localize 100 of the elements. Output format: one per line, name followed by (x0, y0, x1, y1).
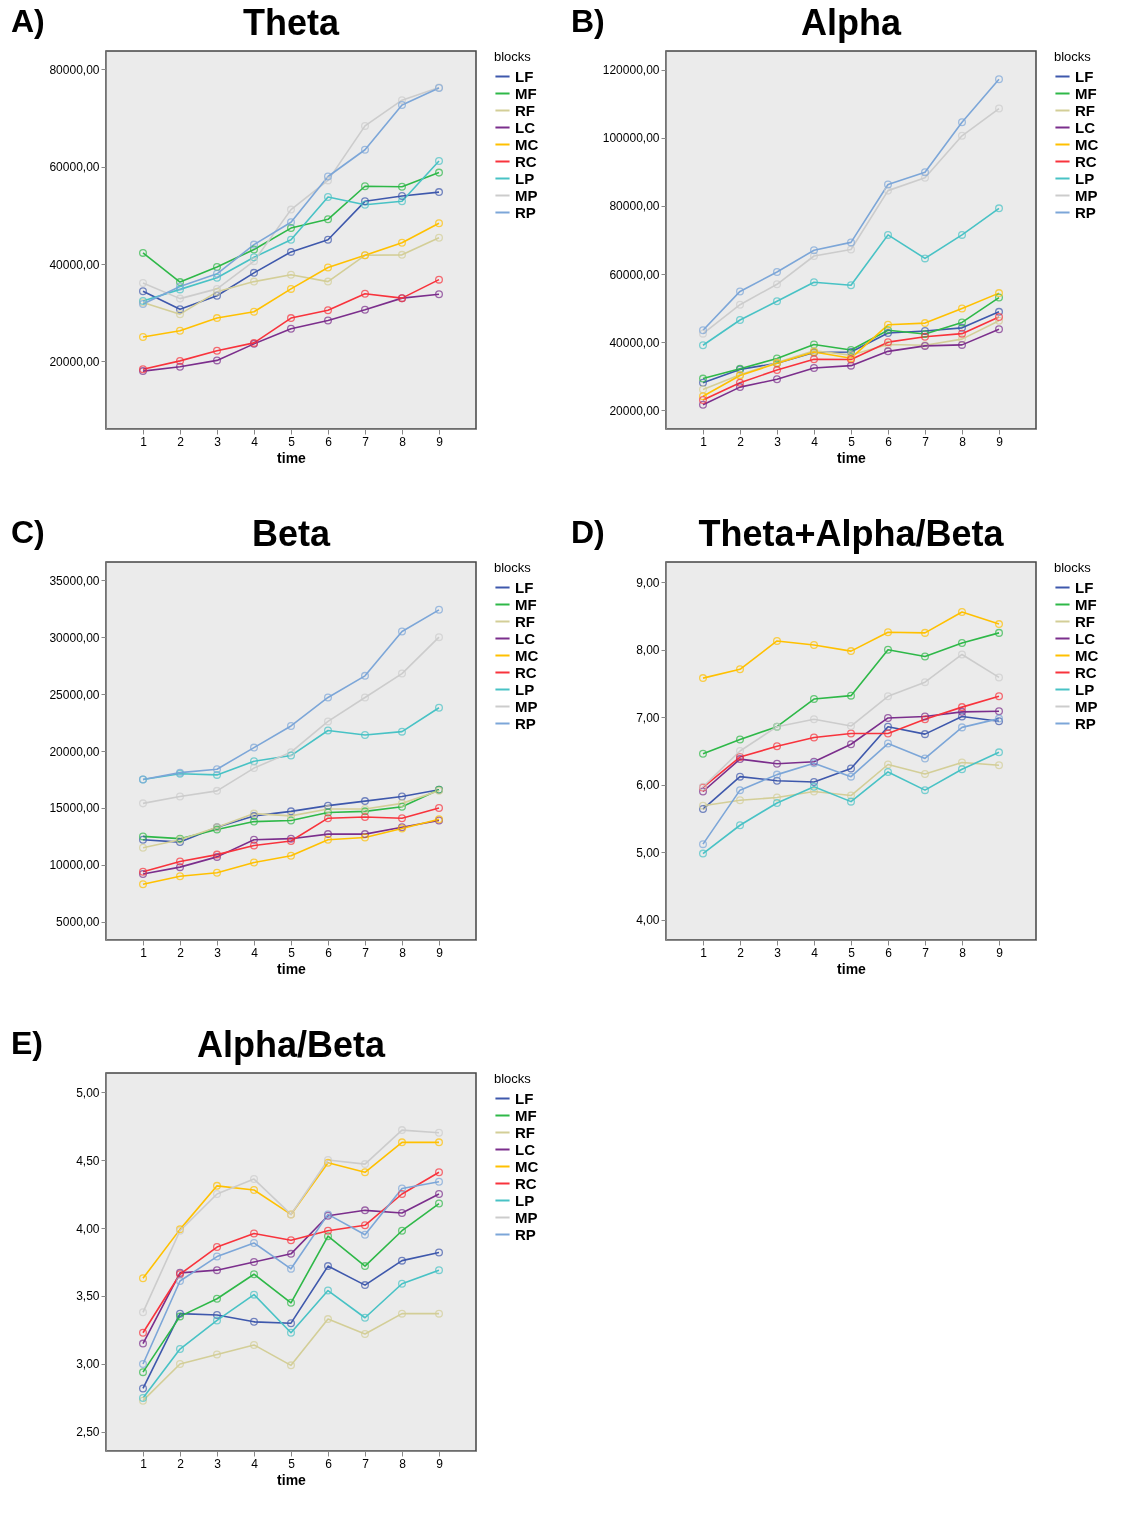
chart-title: Theta (242, 2, 340, 43)
x-axis-title: time (277, 960, 307, 977)
x-tick-label: 3 (214, 945, 222, 960)
y-tick-label: 10000,00 (49, 858, 100, 873)
x-tick-label: 2 (177, 1456, 185, 1471)
y-tick-label: 40000,00 (609, 335, 660, 350)
x-tick-label: 7 (362, 1456, 370, 1471)
y-tick-label: 2,50 (76, 1425, 100, 1440)
legend-label: MC (1075, 646, 1099, 664)
x-tick-label: 9 (436, 1456, 444, 1471)
x-tick-label: 7 (362, 945, 370, 960)
y-tick-label: 20000,00 (609, 403, 660, 418)
legend-title: blocks (1054, 560, 1092, 575)
x-tick-label: 6 (885, 434, 893, 449)
y-tick-label: 80000,00 (609, 199, 660, 214)
legend-label: MC (1075, 135, 1099, 153)
x-axis-title: time (837, 449, 867, 466)
legend-label: LP (1075, 169, 1095, 187)
legend-label: RC (1075, 152, 1097, 170)
chart-title: Beta (251, 513, 331, 554)
x-tick-label: 4 (811, 945, 819, 960)
x-tick-label: 7 (922, 434, 930, 449)
x-tick-label: 9 (996, 434, 1004, 449)
x-tick-label: 3 (214, 434, 222, 449)
x-tick-label: 3 (774, 434, 782, 449)
y-tick-label: 25000,00 (49, 687, 100, 702)
x-tick-label: 5 (848, 945, 856, 960)
legend-label: RC (515, 152, 537, 170)
x-tick-label: 1 (140, 1456, 148, 1471)
x-tick-label: 3 (774, 945, 782, 960)
x-tick-label: 2 (177, 945, 185, 960)
y-tick-label: 35000,00 (49, 573, 100, 588)
legend-label: MF (515, 1106, 537, 1124)
x-tick-label: 1 (140, 945, 148, 960)
chart-title: Alpha (800, 2, 902, 43)
legend-label: MF (1075, 84, 1097, 102)
y-tick-label: 15000,00 (49, 801, 100, 816)
legend-label: MP (1075, 186, 1098, 204)
chart-title: Alpha/Beta (196, 1024, 386, 1065)
y-tick-label: 7,00 (636, 710, 660, 725)
x-tick-label: 8 (399, 434, 407, 449)
y-tick-label: 60000,00 (609, 267, 660, 282)
legend-label: MP (1075, 697, 1098, 715)
legend-label: RP (515, 1225, 536, 1243)
x-tick-label: 6 (325, 1456, 333, 1471)
text: B) (571, 3, 605, 39)
y-tick-label: 9,00 (636, 575, 660, 590)
text: D) (571, 514, 605, 550)
legend-label: LF (1075, 578, 1094, 596)
x-tick-label: 2 (737, 434, 745, 449)
legend-title: blocks (494, 1071, 532, 1086)
legend-label: LC (515, 1140, 536, 1158)
legend-label: MC (515, 135, 539, 153)
legend-label: LP (1075, 680, 1095, 698)
y-tick-label: 4,50 (76, 1153, 100, 1168)
x-tick-label: 4 (811, 434, 819, 449)
y-tick-label: 5000,00 (56, 915, 100, 930)
y-tick-label: 20000,00 (49, 744, 100, 759)
y-tick-label: 120000,00 (602, 63, 660, 78)
y-tick-label: 4,00 (76, 1221, 100, 1236)
y-tick-label: 5,00 (636, 845, 660, 860)
x-tick-label: 6 (325, 434, 333, 449)
y-tick-label: 80000,00 (49, 62, 100, 77)
legend-label: RF (515, 101, 535, 119)
legend-label: LF (515, 1089, 534, 1107)
legend-label: MF (515, 84, 537, 102)
legend-label: MF (515, 595, 537, 613)
legend-title: blocks (494, 49, 532, 64)
x-tick-label: 9 (436, 434, 444, 449)
x-tick-label: 6 (325, 945, 333, 960)
x-tick-label: 1 (140, 434, 148, 449)
y-tick-label: 30000,00 (49, 630, 100, 645)
legend-label: LC (1075, 118, 1096, 136)
x-tick-label: 8 (959, 945, 967, 960)
y-tick-label: 20000,00 (49, 354, 100, 369)
x-tick-label: 5 (848, 434, 856, 449)
y-tick-label: 3,50 (76, 1289, 100, 1304)
x-axis-title: time (277, 449, 307, 466)
x-tick-label: 8 (399, 1456, 407, 1471)
legend-label: MC (515, 1157, 539, 1175)
legend-title: blocks (494, 560, 532, 575)
legend-label: LC (515, 629, 536, 647)
y-tick-label: 6,00 (636, 778, 660, 793)
legend-label: RF (515, 1123, 535, 1141)
y-tick-label: 100000,00 (602, 131, 660, 146)
legend-label: LP (515, 1191, 535, 1209)
x-tick-label: 5 (288, 945, 296, 960)
text: A) (11, 3, 45, 39)
x-tick-label: 5 (288, 434, 296, 449)
legend-label: LF (1075, 67, 1094, 85)
x-tick-label: 7 (922, 945, 930, 960)
x-tick-label: 2 (737, 945, 745, 960)
x-axis-title: time (277, 1471, 307, 1488)
legend-title: blocks (1054, 49, 1092, 64)
x-tick-label: 2 (177, 434, 185, 449)
legend-label: LP (515, 169, 535, 187)
x-tick-label: 4 (251, 434, 259, 449)
legend-label: RP (515, 203, 536, 221)
legend-label: MP (515, 697, 538, 715)
y-tick-label: 3,00 (76, 1357, 100, 1372)
